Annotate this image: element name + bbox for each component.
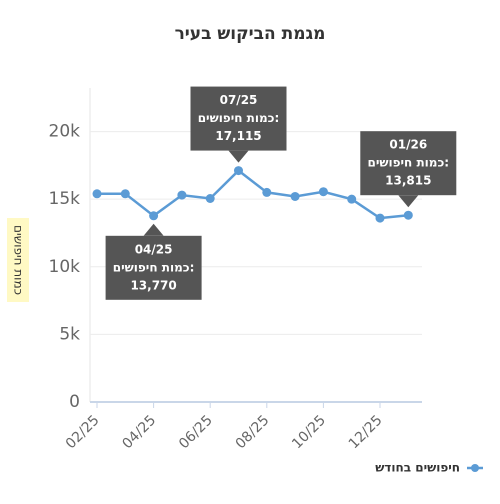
tooltip-box <box>360 131 457 196</box>
tooltip-arrow <box>398 195 419 208</box>
data-point <box>120 189 130 199</box>
tooltip-text: כמות חיפושים: <box>113 260 195 274</box>
x-tick-label: 04/25 <box>119 412 159 452</box>
data-point <box>262 187 272 197</box>
tooltip-title: 07/25 <box>220 93 258 107</box>
y-tick-label: 5k <box>59 324 80 344</box>
data-point <box>347 194 357 204</box>
y-axis-label: כמות חיפושים <box>12 225 26 295</box>
y-tick-label: 15k <box>49 189 81 209</box>
tooltip-title: 04/25 <box>135 242 173 256</box>
tooltip-text: כמות חיפושים: <box>368 156 450 170</box>
data-point <box>92 189 102 199</box>
data-point <box>290 191 300 201</box>
tooltip-box <box>190 86 287 151</box>
y-label-bg <box>7 218 29 302</box>
tooltip-box <box>105 235 202 300</box>
data-point <box>234 166 243 176</box>
chart-title: מגמת הביקוש בעיר <box>175 24 326 44</box>
tooltip-value: 13,770 <box>130 278 176 292</box>
data-point <box>403 210 413 220</box>
x-tick-label: 06/25 <box>176 412 216 452</box>
data-point <box>149 211 159 221</box>
data-point <box>375 213 385 223</box>
tooltip-arrow <box>228 150 249 163</box>
tooltip-value: 17,115 <box>215 129 261 143</box>
tooltip-title: 01/26 <box>389 138 427 152</box>
x-tick-label: 08/25 <box>233 412 273 452</box>
x-tick-label: 12/25 <box>346 412 386 452</box>
tooltip-arrow <box>143 223 164 236</box>
y-tick-label: 10k <box>49 257 81 277</box>
legend-label: חיפושים בחודש <box>375 461 460 475</box>
legend-marker <box>471 464 479 472</box>
y-tick-label: 20k <box>49 122 81 142</box>
tooltip-value: 13,815 <box>385 174 431 188</box>
x-tick-label: 10/25 <box>289 412 329 452</box>
data-point <box>318 187 328 197</box>
y-tick-label: 0 <box>69 392 80 412</box>
series-line <box>97 168 409 220</box>
data-point <box>177 190 187 200</box>
tooltip-text: כמות חיפושים: <box>198 111 280 125</box>
x-tick-label: 02/25 <box>63 412 103 452</box>
data-point <box>205 193 215 203</box>
